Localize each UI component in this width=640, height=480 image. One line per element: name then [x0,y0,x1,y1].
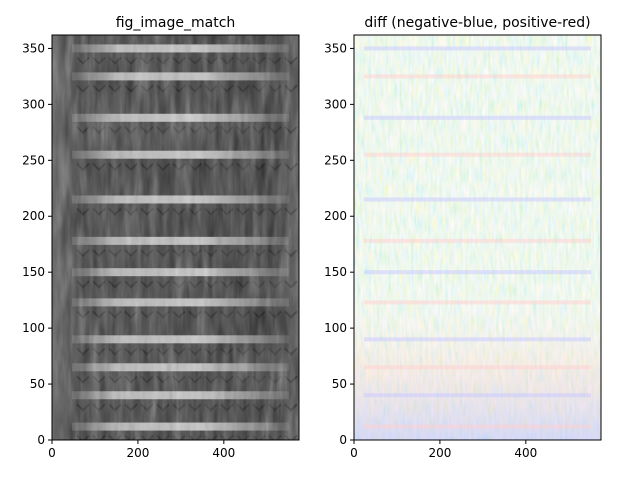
x-tick-label: 400 [514,446,537,460]
x-tick-label: 0 [350,446,358,460]
image-panel: fig_image_match 0 200 400 0 50 100 150 200 250 30… [22,15,300,460]
x-tick-label: 200 [428,446,451,460]
x-tick-label: 400 [212,446,235,460]
diff-band [364,152,591,157]
diff-band [364,238,591,243]
diff-panel: diff (negative-blue, positive-red) 0 200 4… [324,15,602,460]
y-tick-label: 200 [22,209,45,223]
diff-panel-title: diff (negative-blue, positive-red) [364,15,590,31]
y-tick-label: 0 [339,433,347,447]
diff-band [364,74,591,79]
y-tick-label: 50 [30,377,45,391]
grayscale-image [52,35,299,440]
diff-band [364,393,591,398]
y-tick-label: 350 [22,41,45,55]
diff-band [364,365,591,370]
y-tick-label: 300 [22,97,45,111]
image-panel-title: fig_image_match [116,15,236,31]
diff-image [354,35,601,440]
diff-band [364,115,591,120]
diff-panel-frame [353,34,602,441]
y-tick-label: 150 [324,265,347,279]
diff-band [364,424,591,429]
y-tick-label: 250 [324,153,347,167]
y-tick-label: 300 [324,97,347,111]
y-tick-label: 100 [22,321,45,335]
x-tick-label: 0 [48,446,56,460]
y-tick-label: 50 [332,377,347,391]
y-tick-label: 250 [22,153,45,167]
diff-band [364,197,591,202]
diff-band [364,300,591,305]
y-tick-label: 150 [22,265,45,279]
y-tick-label: 0 [37,433,45,447]
y-tick-label: 100 [324,321,347,335]
diff-band [364,270,591,275]
y-tick-label: 200 [324,209,347,223]
x-tick-label: 200 [126,446,149,460]
diff-band [364,46,591,51]
image-panel-frame [51,34,300,441]
diff-band [364,337,591,342]
y-tick-label: 350 [324,41,347,55]
